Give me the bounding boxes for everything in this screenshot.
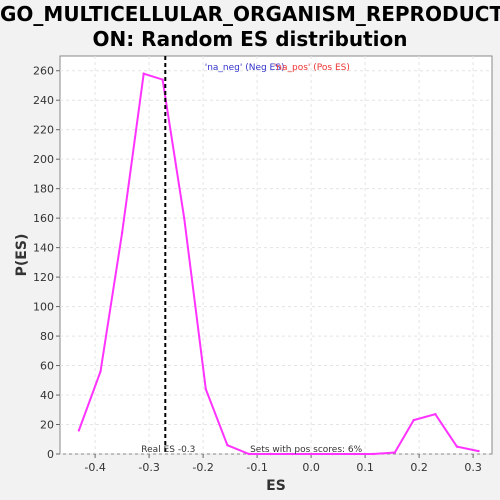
- y-axis-ticks: 0 20 40 60 80 100 120 140 160 180 200 220 240 260: [33, 65, 60, 461]
- series-layer: [77, 72, 480, 456]
- y-tick-label: 100: [33, 301, 54, 314]
- y-tick-label: 80: [40, 330, 54, 343]
- data-point: [331, 452, 334, 456]
- data-point: [269, 452, 272, 456]
- data-point: [226, 443, 229, 447]
- plot-area: [59, 55, 493, 455]
- x-tick-label: 0.1: [356, 461, 374, 474]
- y-tick-label: 120: [33, 271, 54, 284]
- data-point: [99, 370, 102, 373]
- legend-pos-es: 'na_pos' (Pos ES): [274, 63, 350, 73]
- data-point: [309, 452, 313, 456]
- data-point: [183, 216, 186, 220]
- x-axis-label: ES: [266, 478, 286, 494]
- data-point: [120, 231, 124, 235]
- x-tick-label: -0.3: [138, 461, 159, 474]
- x-tick-label: -0.2: [192, 461, 213, 474]
- x-tick-label: -0.1: [246, 461, 267, 474]
- real-es-label: Real ES -0.3: [141, 445, 195, 455]
- series-line: [77, 72, 479, 455]
- y-tick-label: 140: [33, 242, 54, 255]
- y-tick-label: 240: [33, 94, 54, 107]
- data-point: [247, 452, 251, 456]
- y-tick-label: 60: [40, 360, 54, 373]
- chart-title-line-2: ON: Random ES distribution: [92, 27, 408, 51]
- data-point: [393, 451, 396, 454]
- x-axis-ticks: -0.4 -0.3 -0.2 -0.1 0.0 0.1 0.2 0.3: [84, 454, 482, 474]
- grid-lines: [60, 56, 492, 455]
- legend-neg-es: 'na_neg' (Neg ES): [205, 63, 285, 73]
- y-tick-label: 180: [33, 183, 54, 196]
- data-point: [455, 445, 459, 448]
- data-point: [142, 72, 145, 75]
- y-axis-label: P(ES): [14, 234, 30, 277]
- data-point: [204, 387, 207, 391]
- chart-title-line-1: GO_MULTICELLULAR_ORGANISM_REPRODUCTI: [0, 2, 500, 26]
- data-point: [353, 452, 356, 456]
- x-tick-label: 0.0: [302, 461, 320, 474]
- x-tick-label: 0.2: [410, 461, 428, 474]
- y-tick-label: 200: [33, 153, 54, 166]
- data-point: [412, 418, 415, 422]
- data-point: [291, 452, 294, 456]
- data-point: [477, 449, 480, 453]
- y-tick-label: 0: [47, 448, 54, 461]
- y-tick-label: 20: [40, 419, 54, 432]
- data-point: [434, 413, 437, 416]
- x-tick-label: 0.3: [464, 461, 482, 474]
- pos-scores-note: Sets with pos scores: 6%: [250, 445, 363, 455]
- y-tick-label: 40: [40, 389, 54, 402]
- y-tick-label: 220: [33, 124, 54, 137]
- data-point: [372, 452, 375, 456]
- x-tick-label: -0.4: [84, 461, 105, 474]
- y-tick-label: 160: [33, 212, 54, 225]
- data-point: [161, 78, 164, 81]
- data-point: [77, 429, 81, 432]
- y-tick-label: 260: [33, 65, 54, 78]
